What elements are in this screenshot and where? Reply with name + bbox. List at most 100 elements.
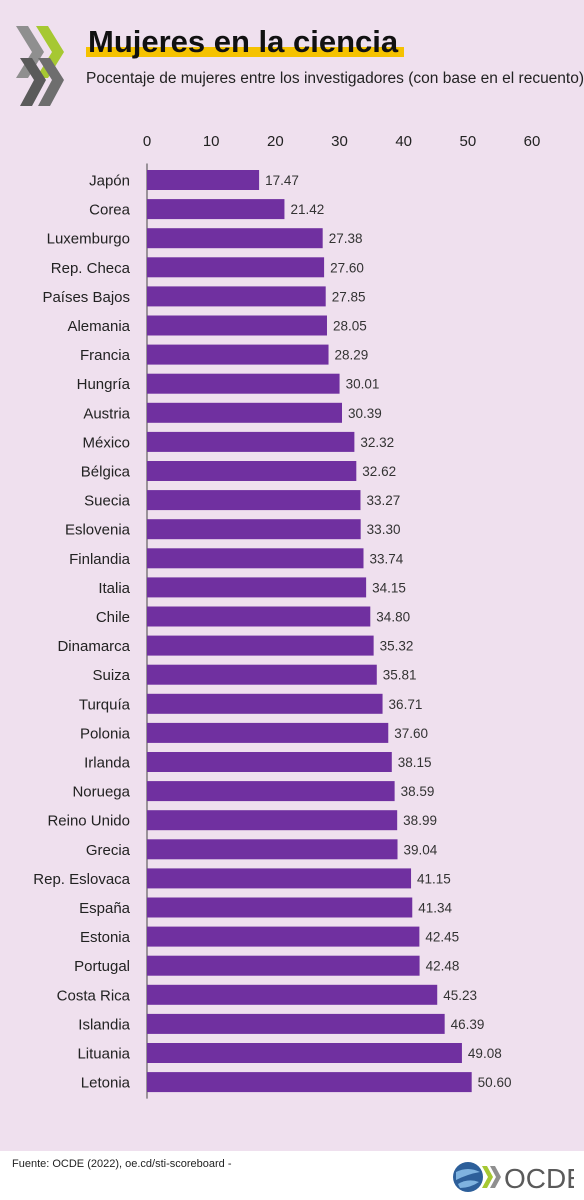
value-label: 33.30 <box>367 522 401 537</box>
value-label: 38.15 <box>398 755 432 770</box>
x-tick-label: 30 <box>331 133 348 150</box>
bar <box>147 461 357 481</box>
category-label: México <box>82 434 130 451</box>
bar <box>147 402 343 423</box>
category-label: Costa Rica <box>57 987 131 1004</box>
value-label: 27.38 <box>329 231 363 246</box>
category-label: Lituania <box>77 1046 130 1063</box>
category-label: Turquía <box>79 696 131 713</box>
value-label: 45.23 <box>443 988 477 1003</box>
bar <box>147 606 371 627</box>
category-label: Eslovenia <box>65 522 131 539</box>
bar-chart: 0 10 20 30 40 50 60 Japón 17.47 Corea 21.42 Luxemb… <box>33 133 541 1099</box>
oecd-chevron-logo-icon <box>16 26 64 106</box>
bar <box>147 839 398 860</box>
category-label: Países Bajos <box>42 289 130 306</box>
value-label: 42.48 <box>426 959 460 974</box>
value-label: 37.60 <box>394 726 428 741</box>
value-label: 38.59 <box>401 784 435 799</box>
category-label: Irlanda <box>84 755 131 772</box>
value-label: 28.05 <box>333 319 367 334</box>
bar <box>147 170 260 190</box>
bar <box>147 431 355 452</box>
bar <box>147 897 413 918</box>
value-label: 32.62 <box>362 464 396 479</box>
bar <box>147 490 361 511</box>
category-label: Chile <box>96 609 130 626</box>
bar <box>147 315 327 336</box>
value-label: 36.71 <box>389 697 423 712</box>
value-label: 30.39 <box>348 406 382 421</box>
bar <box>147 1013 445 1034</box>
category-label: Italia <box>98 580 130 597</box>
bar <box>147 519 361 540</box>
bar <box>147 664 377 685</box>
bar <box>147 926 420 947</box>
value-label: 50.60 <box>478 1075 512 1090</box>
source-note: Fuente: OCDE (2022), oe.cd/sti-scoreboar… <box>12 1158 232 1170</box>
value-label: 35.32 <box>380 639 414 654</box>
bar <box>147 693 383 714</box>
bar <box>147 344 329 365</box>
value-label: 28.29 <box>335 348 369 363</box>
category-label: Polonia <box>80 725 131 742</box>
x-tick-label: 10 <box>203 133 220 150</box>
value-label: 34.80 <box>376 610 410 625</box>
category-label: Islandia <box>78 1016 130 1033</box>
x-tick-label: 20 <box>267 133 284 150</box>
x-tick-label: 0 <box>143 133 151 150</box>
bar <box>147 373 340 394</box>
value-label: 41.15 <box>417 871 451 886</box>
category-label: Grecia <box>86 842 131 859</box>
value-label: 46.39 <box>451 1017 485 1032</box>
value-label: 35.81 <box>383 668 417 683</box>
bar <box>147 228 323 249</box>
bar <box>147 577 367 598</box>
category-label: Finlandia <box>69 551 131 568</box>
bar <box>147 752 392 772</box>
bar <box>147 548 364 569</box>
category-label: España <box>79 900 131 917</box>
category-label: Suecia <box>84 493 131 510</box>
value-label: 33.27 <box>366 493 400 508</box>
bar <box>147 810 398 831</box>
category-label: Letonia <box>81 1075 131 1092</box>
category-label: Luxemburgo <box>47 231 130 248</box>
x-tick-label: 40 <box>395 133 412 150</box>
page-subtitle: Pocentaje de mujeres entre los investiga… <box>86 70 584 87</box>
ocde-logo-text: OCDE <box>504 1163 574 1194</box>
category-label: Rep. Eslovaca <box>33 871 130 888</box>
bar <box>147 1072 472 1093</box>
value-label: 34.15 <box>372 580 406 595</box>
page-title: Mujeres en la ciencia <box>86 22 405 62</box>
category-label: Rep. Checa <box>51 260 131 277</box>
category-label: Hungría <box>77 376 131 393</box>
category-label: Japón <box>89 173 130 190</box>
category-label: Alemania <box>67 318 130 335</box>
value-label: 39.04 <box>404 842 438 857</box>
category-label: Portugal <box>74 958 130 975</box>
category-label: Austria <box>83 405 130 422</box>
value-label: 41.34 <box>418 901 452 916</box>
bar <box>147 257 325 278</box>
x-tick-label: 60 <box>524 133 541 150</box>
bar <box>147 199 285 220</box>
value-label: 27.60 <box>330 260 364 275</box>
category-label: Noruega <box>72 784 130 801</box>
bar <box>147 955 420 976</box>
category-label: Corea <box>89 202 131 219</box>
value-label: 49.08 <box>468 1046 502 1061</box>
category-label: Francia <box>80 347 131 364</box>
bar <box>147 984 438 1005</box>
ocde-logo-icon: OCDE <box>453 1162 574 1194</box>
bars: Japón 17.47 Corea 21.42 Luxemburgo 27.38 Rep. … <box>33 170 512 1093</box>
bar <box>147 1043 462 1063</box>
x-tick-label: 50 <box>459 133 476 150</box>
bar <box>147 868 412 889</box>
value-label: 27.85 <box>332 289 366 304</box>
value-label: 32.32 <box>360 435 394 450</box>
value-label: 21.42 <box>290 202 324 217</box>
bar <box>147 781 395 802</box>
value-label: 42.45 <box>425 930 459 945</box>
category-label: Reino Unido <box>47 813 130 830</box>
